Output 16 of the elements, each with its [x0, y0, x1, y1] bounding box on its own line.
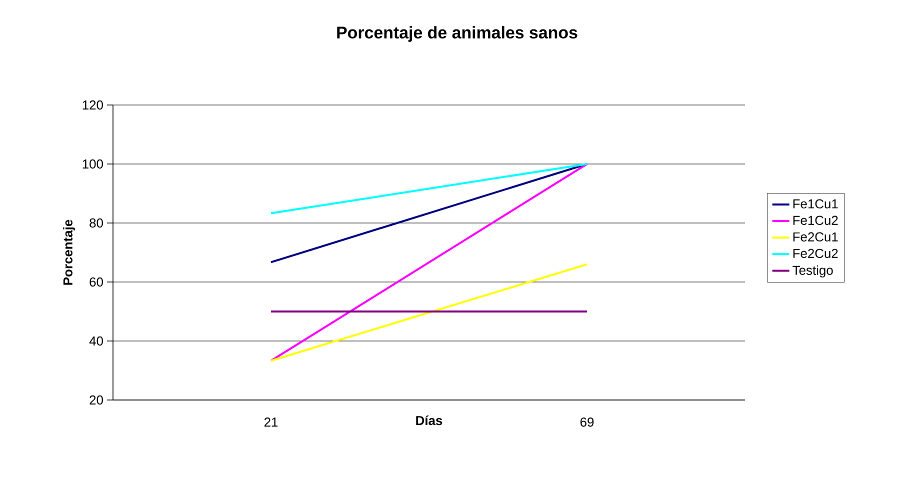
legend-label: Fe2Cu1 — [793, 232, 838, 242]
x-axis-title: Días — [416, 416, 442, 426]
y-tick-label: 100 — [82, 159, 103, 169]
x-tick-label: 21 — [264, 418, 278, 427]
legend-label: Fe1Cu1 — [793, 199, 838, 208]
y-tick-label: 60 — [90, 277, 103, 287]
y-tick-label: 80 — [90, 218, 103, 228]
y-tick-label: 20 — [90, 395, 103, 405]
legend-label: Fe1Cu2 — [793, 216, 838, 225]
x-tick-label: 69 — [580, 418, 594, 427]
y-axis-title: Porcentaje — [62, 220, 76, 285]
legend-label: Testigo — [792, 265, 833, 278]
y-tick-label: 120 — [82, 100, 103, 110]
legend-label: Fe2Cu2 — [793, 248, 838, 258]
chart-title: Porcentaje de animales sanos — [337, 26, 578, 42]
y-tick-label: 40 — [89, 336, 103, 346]
